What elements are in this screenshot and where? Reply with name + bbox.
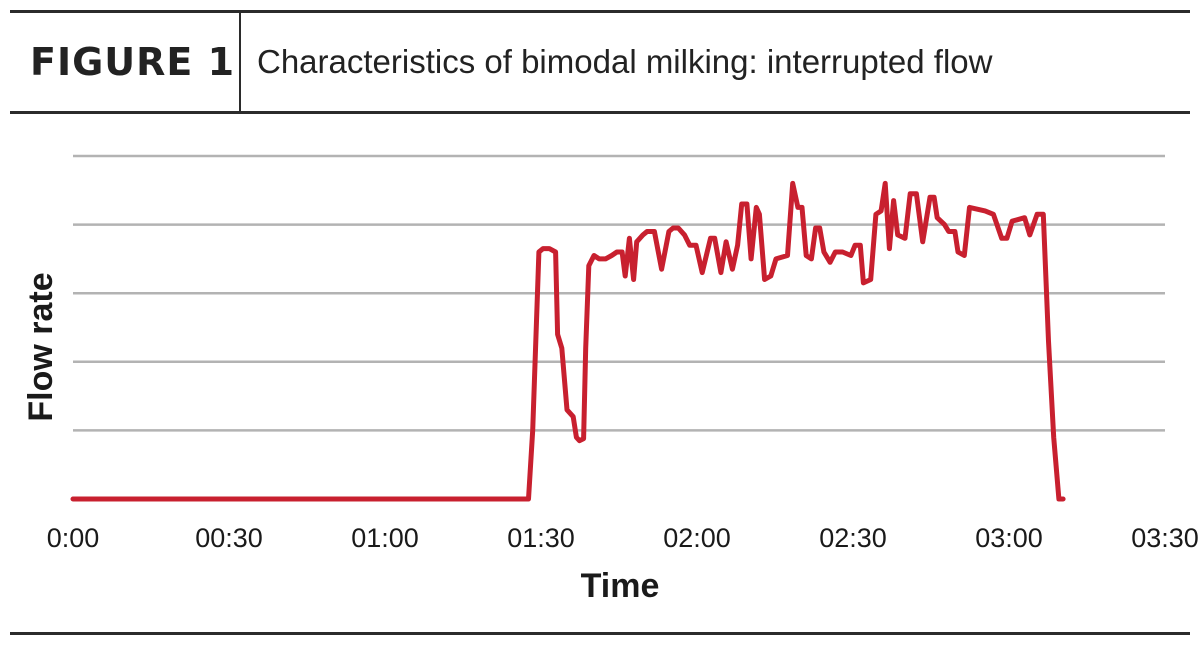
x-tick-label: 00:30 xyxy=(195,523,263,553)
bottom-rule xyxy=(10,632,1190,635)
x-tick-label: 02:00 xyxy=(663,523,731,553)
x-tick-label: 03:30 xyxy=(1131,523,1199,553)
x-tick-label: 0:00 xyxy=(47,523,100,553)
header-bottom-rule xyxy=(10,111,1190,114)
figure-title: Characteristics of bimodal milking: inte… xyxy=(257,43,993,80)
x-tick-labels: 0:00 00:30 01:00 01:30 02:00 02:30 03:00 03:30 xyxy=(47,523,1199,553)
figure-label: FIGURE 1 xyxy=(30,40,236,84)
x-tick-label: 01:00 xyxy=(351,523,419,553)
x-tick-label: 03:00 xyxy=(975,523,1043,553)
gridlines xyxy=(73,154,1165,432)
header-divider xyxy=(239,10,241,114)
figure-header: FIGURE 1 Characteristics of bimodal milk… xyxy=(10,10,1190,114)
top-rule xyxy=(10,10,1190,13)
x-tick-label: 01:30 xyxy=(507,523,575,553)
x-tick-label: 02:30 xyxy=(819,523,887,553)
series-line-flow-rate xyxy=(70,180,1066,502)
x-axis-label: Time xyxy=(581,567,660,605)
flow-rate-chart: 0:00 00:30 01:00 01:30 02:00 02:30 03:00 03:30 … xyxy=(22,154,1199,605)
y-axis-label: Flow rate xyxy=(22,272,60,421)
